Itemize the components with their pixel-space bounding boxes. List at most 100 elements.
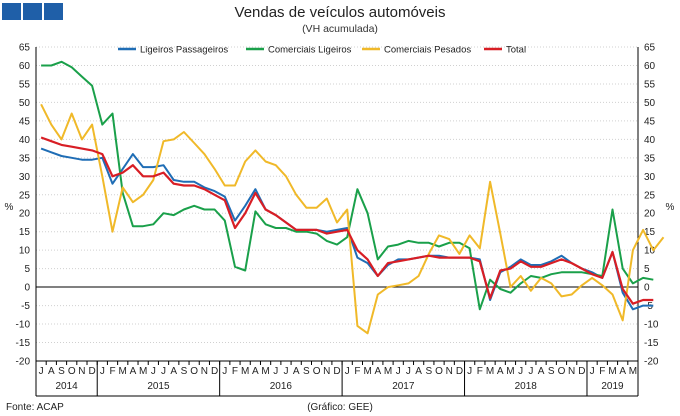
y-tick-label-right: 0 — [644, 283, 650, 294]
x-tick-label: J — [518, 366, 523, 377]
y-tick-label-left: -5 — [21, 301, 30, 312]
legend-label: Comerciais Pesados — [384, 45, 471, 56]
x-tick-label: J — [467, 366, 472, 377]
legend-label: Total — [506, 45, 526, 56]
x-tick-label: F — [232, 366, 238, 377]
x-tick-label: A — [415, 366, 422, 377]
x-tick-label: A — [48, 366, 55, 377]
y-tick-label-left: -15 — [16, 338, 31, 349]
y-tick-label-left: 55 — [19, 79, 31, 90]
y-tick-label-left: 30 — [19, 172, 31, 183]
x-tick-label: M — [363, 366, 371, 377]
year-label: 2017 — [392, 381, 415, 392]
x-tick-label: J — [222, 366, 227, 377]
y-tick-label-right: 40 — [644, 135, 656, 146]
x-tick-label: M — [506, 366, 514, 377]
y-tick-label-left: 0 — [24, 283, 30, 294]
y-axis-label-right: % — [666, 202, 675, 213]
y-tick-label-right: -20 — [644, 357, 659, 368]
x-tick-label: J — [528, 366, 533, 377]
y-tick-label-right: 50 — [644, 98, 656, 109]
x-tick-label: J — [39, 366, 44, 377]
chart-title: Vendas de veículos automóveis — [234, 4, 446, 21]
x-tick-label: A — [497, 366, 504, 377]
x-tick-label: D — [89, 366, 96, 377]
y-tick-label-left: -20 — [16, 357, 31, 368]
y-tick-label-right: 15 — [644, 227, 656, 238]
x-tick-label: J — [100, 366, 105, 377]
year-label: 2018 — [515, 381, 538, 392]
y-tick-label-left: 50 — [19, 98, 31, 109]
x-tick-label: M — [608, 366, 616, 377]
x-tick-label: F — [109, 366, 115, 377]
x-tick-label: A — [619, 366, 626, 377]
x-tick-label: O — [68, 366, 76, 377]
x-tick-label: N — [201, 366, 208, 377]
y-tick-label-right: 20 — [644, 209, 656, 220]
x-tick-label: N — [446, 366, 453, 377]
y-tick-label-left: 5 — [24, 264, 30, 275]
x-tick-label: F — [354, 366, 360, 377]
x-tick-label: O — [313, 366, 321, 377]
y-tick-label-right: 30 — [644, 172, 656, 183]
year-label: 2019 — [601, 381, 624, 392]
y-tick-label-left: 20 — [19, 209, 31, 220]
y-tick-label-left: 10 — [19, 246, 31, 257]
y-tick-label-right: 55 — [644, 79, 656, 90]
x-tick-label: D — [578, 366, 585, 377]
series-line-ligeiros-passageiros — [40, 147, 654, 311]
x-tick-label: S — [181, 366, 188, 377]
x-tick-label: F — [477, 366, 483, 377]
x-tick-label: M — [486, 366, 494, 377]
x-tick-label: A — [252, 366, 259, 377]
y-tick-label-right: 10 — [644, 246, 656, 257]
x-tick-label: A — [170, 366, 177, 377]
x-tick-label: J — [273, 366, 278, 377]
x-tick-label: M — [139, 366, 147, 377]
y-tick-label-right: 65 — [644, 43, 656, 54]
chart-subtitle: (VH acumulada) — [302, 23, 378, 35]
x-tick-label: D — [456, 366, 463, 377]
credit-note: (Gráfico: GEE) — [307, 402, 373, 413]
x-tick-label: J — [283, 366, 288, 377]
x-tick-label: M — [629, 366, 637, 377]
x-tick-label: A — [130, 366, 137, 377]
x-tick-label: O — [190, 366, 198, 377]
x-tick-label: D — [211, 366, 218, 377]
x-tick-label: N — [568, 366, 575, 377]
x-tick-label: S — [58, 366, 65, 377]
x-tick-label: S — [303, 366, 310, 377]
series-line-total — [40, 136, 654, 305]
x-tick-label: M — [241, 366, 249, 377]
y-tick-label-right: 45 — [644, 116, 656, 127]
x-tick-label: A — [293, 366, 300, 377]
y-tick-label-left: 65 — [19, 43, 31, 54]
y-tick-label-left: 45 — [19, 116, 31, 127]
series-line-comerciais-ligeiros — [41, 60, 654, 311]
brand-logo — [2, 3, 63, 20]
y-tick-label-left: -10 — [16, 320, 31, 331]
x-tick-label: A — [538, 366, 545, 377]
year-label: 2015 — [147, 381, 170, 392]
legend-label: Comerciais Ligeiros — [268, 45, 352, 56]
y-tick-label-left: 25 — [19, 190, 31, 201]
logo-block — [44, 3, 63, 20]
legend-label: Ligeiros Passageiros — [140, 45, 228, 56]
y-axis-label-left: % — [5, 202, 14, 213]
x-tick-label: J — [161, 366, 166, 377]
year-label: 2014 — [55, 381, 78, 392]
x-tick-label: M — [119, 366, 127, 377]
x-tick-label: D — [333, 366, 340, 377]
x-tick-label: J — [590, 366, 595, 377]
x-tick-label: J — [151, 366, 156, 377]
x-tick-label: S — [548, 366, 555, 377]
x-tick-label: M — [384, 366, 392, 377]
year-label: 2016 — [270, 381, 293, 392]
x-tick-label: J — [345, 366, 350, 377]
x-tick-label: M — [261, 366, 269, 377]
y-tick-label-right: -10 — [644, 320, 659, 331]
y-tick-label-right: -15 — [644, 338, 659, 349]
x-tick-label: O — [435, 366, 443, 377]
y-tick-label-right: 35 — [644, 153, 656, 164]
